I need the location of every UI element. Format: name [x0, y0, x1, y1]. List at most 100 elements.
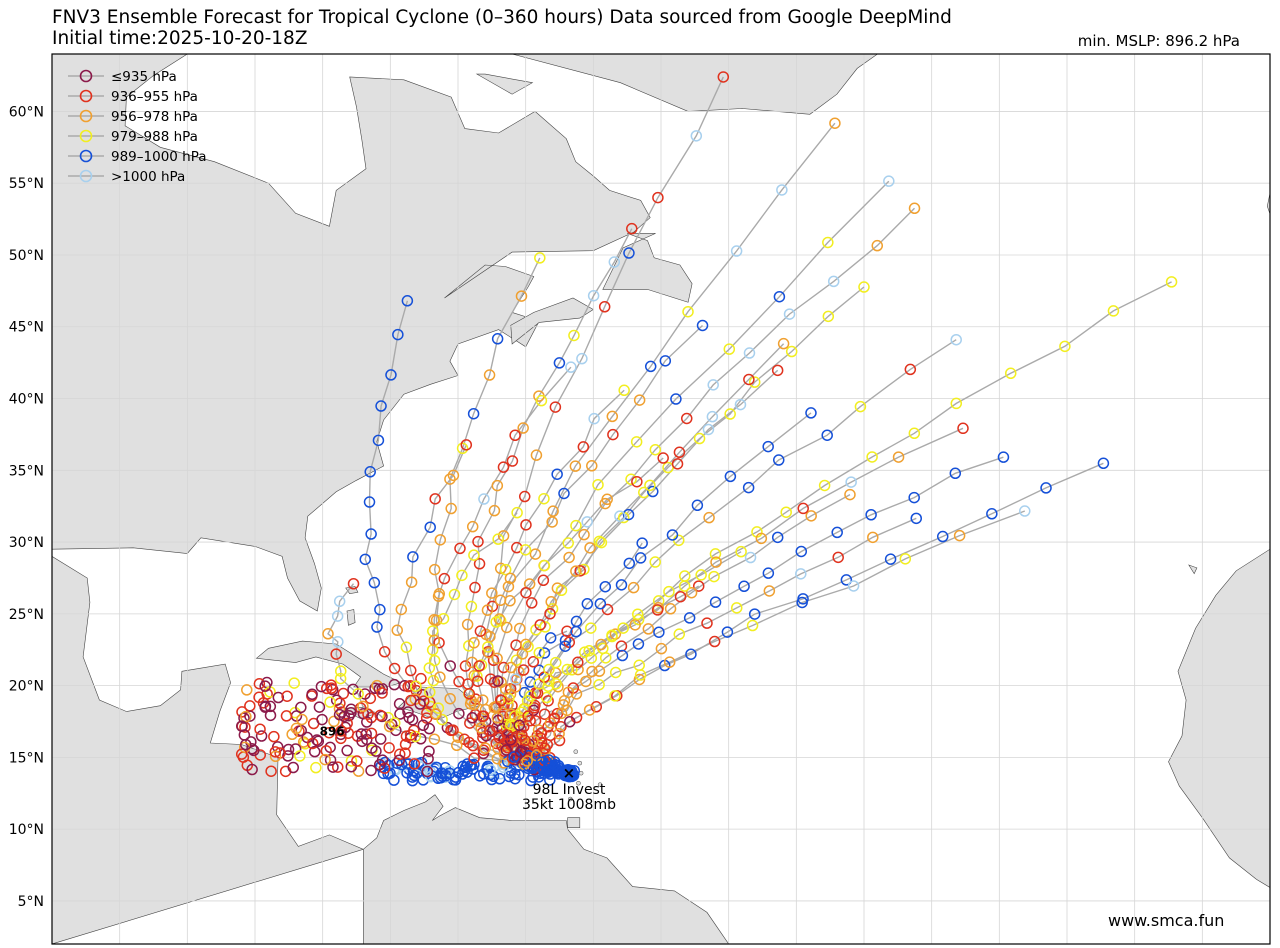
- track-line: [327, 583, 573, 776]
- track-point: [534, 252, 546, 264]
- track-point: [649, 443, 662, 456]
- track-point: [663, 656, 676, 668]
- track-point: [235, 720, 248, 732]
- track-point: [818, 479, 831, 492]
- legend-label: ≤935 hPa: [111, 69, 177, 85]
- track-point: [535, 727, 548, 739]
- legend-marker: [79, 69, 93, 83]
- track-point: [734, 398, 747, 411]
- track-point: [563, 551, 575, 564]
- track-point: [997, 451, 1010, 463]
- track-point: [299, 737, 311, 750]
- track-point: [630, 436, 643, 448]
- track-point: [434, 671, 446, 683]
- track-point: [561, 663, 574, 676]
- track-point: [533, 678, 545, 690]
- track-point: [330, 694, 343, 706]
- track-point: [908, 491, 920, 504]
- track-point: [405, 576, 418, 588]
- track-point: [829, 117, 841, 129]
- legend-marker: [79, 109, 93, 123]
- track-point: [469, 581, 481, 594]
- track-point: [566, 770, 578, 782]
- track-point: [671, 458, 684, 470]
- track-point: [461, 618, 474, 631]
- track-point: [509, 429, 521, 442]
- track-point: [517, 422, 529, 434]
- track-point: [335, 665, 347, 677]
- track-point: [655, 642, 668, 655]
- track-point: [505, 661, 517, 674]
- track-point: [569, 460, 582, 472]
- track-point: [441, 721, 454, 734]
- track-point: [773, 290, 786, 303]
- track-point: [847, 580, 860, 592]
- track-point: [707, 379, 719, 391]
- track-point: [588, 412, 600, 425]
- lat-tick-label: 20°N: [9, 679, 44, 695]
- track-point: [845, 476, 857, 488]
- track-point: [522, 640, 534, 653]
- track-point: [543, 754, 555, 766]
- track-point: [666, 529, 679, 541]
- track-point: [331, 610, 344, 622]
- track-point: [683, 612, 696, 624]
- track-point: [762, 440, 774, 453]
- track-point: [445, 724, 457, 737]
- track-point: [451, 739, 463, 752]
- track-point: [949, 467, 962, 480]
- track-point: [618, 384, 630, 397]
- track-point: [795, 545, 808, 558]
- legend-label: 936–955 hPa: [111, 89, 198, 105]
- small-island: [597, 782, 603, 787]
- track-point: [505, 718, 517, 731]
- track-point: [235, 748, 248, 760]
- track-point: [558, 487, 570, 500]
- track-point: [544, 632, 557, 644]
- track-point: [494, 594, 507, 607]
- track-point: [566, 664, 578, 676]
- track-point: [246, 763, 258, 776]
- track-point: [434, 534, 447, 546]
- track-point: [515, 706, 528, 718]
- track-point: [627, 581, 640, 594]
- track-point: [422, 752, 434, 765]
- track-point: [743, 373, 755, 386]
- track-point: [783, 308, 796, 320]
- track-point: [410, 680, 422, 692]
- track-point: [316, 713, 328, 726]
- track-point: [702, 423, 715, 436]
- track-point: [335, 728, 347, 741]
- legend-marker: [79, 149, 93, 163]
- track-point: [430, 708, 442, 720]
- track-point: [356, 735, 368, 748]
- track-point: [606, 410, 619, 423]
- track-point: [899, 553, 912, 565]
- track-point: [313, 701, 326, 713]
- track-point: [409, 730, 422, 743]
- track-point: [502, 580, 515, 593]
- track-point: [1040, 482, 1052, 494]
- track-point: [577, 441, 590, 453]
- track-point: [423, 722, 436, 735]
- track-point: [692, 580, 705, 592]
- track-point: [359, 553, 371, 566]
- track-point: [392, 328, 404, 341]
- track-point: [550, 678, 562, 690]
- track-point: [708, 570, 720, 583]
- track-point: [254, 723, 266, 735]
- track-point: [519, 638, 532, 651]
- track-point: [376, 687, 388, 699]
- track-point: [570, 519, 582, 532]
- track-point: [723, 343, 736, 355]
- track-point: [493, 731, 505, 744]
- track-point: [585, 652, 598, 664]
- track-point: [414, 698, 426, 710]
- track-point: [910, 512, 923, 525]
- track-point: [444, 660, 456, 672]
- track-point: [616, 649, 629, 662]
- track-point: [545, 596, 557, 608]
- track-point: [515, 290, 528, 302]
- track-point: [626, 222, 638, 235]
